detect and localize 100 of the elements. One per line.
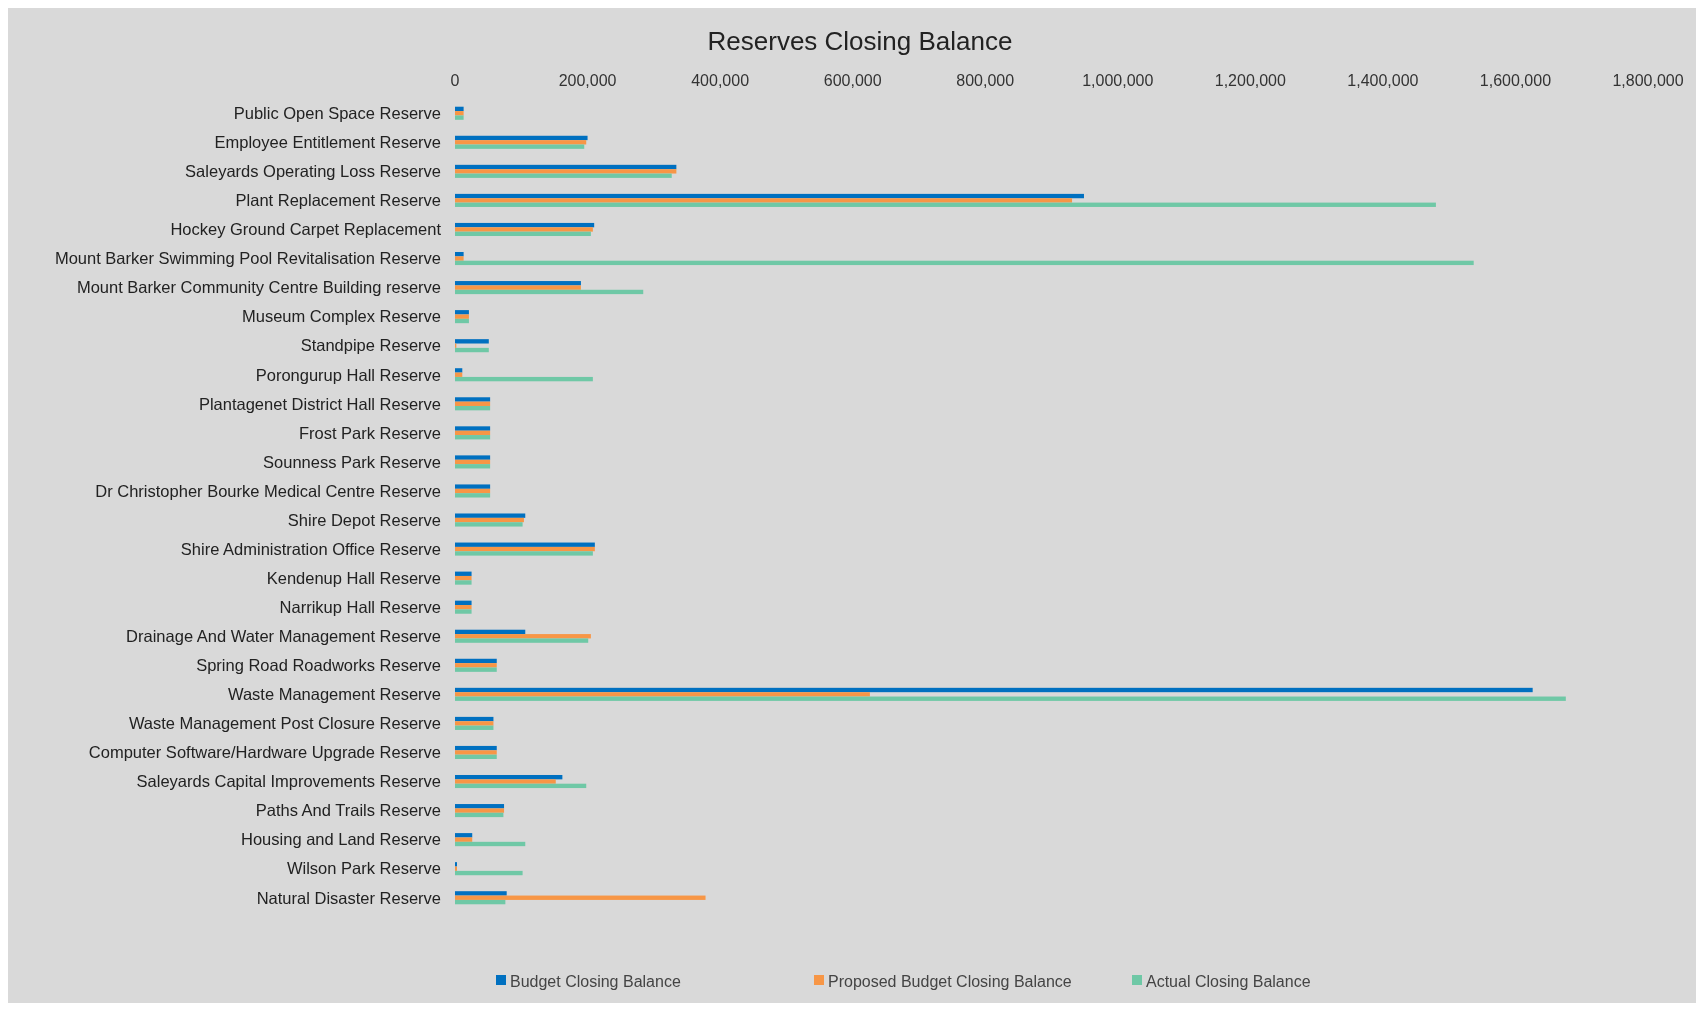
x-tick-label: 1,600,000 — [1479, 72, 1552, 89]
bar — [455, 812, 504, 818]
bar — [455, 376, 593, 382]
bar — [455, 430, 491, 436]
bar — [455, 833, 473, 838]
bar — [455, 841, 526, 847]
y-tick-label: Mount Barker Swimming Pool Revitalisation Reserve — [54, 249, 441, 268]
y-tick-label: Porongurup Hall Reserve — [255, 365, 441, 384]
bar — [455, 115, 464, 120]
bar — [455, 750, 497, 755]
x-tick-label: 1,200,000 — [1214, 72, 1287, 89]
legend-label: Proposed Budget Closing Balance — [828, 972, 1072, 990]
bar — [455, 314, 469, 319]
bar — [455, 609, 472, 614]
x-tick-label: 1,000,000 — [1082, 72, 1154, 89]
bar — [455, 808, 505, 813]
bar — [455, 716, 494, 722]
bar — [455, 517, 524, 523]
bar — [455, 580, 472, 585]
y-tick-label: Natural Disaster Reserve — [256, 888, 441, 907]
y-tick-label: Mount Barker Community Centre Building reserve — [76, 278, 441, 297]
bar — [455, 397, 491, 402]
bar — [455, 696, 1566, 701]
bar — [455, 551, 593, 556]
y-tick-label: Dr Christopher Bourke Medical Centre Reserve — [95, 481, 441, 500]
bar — [455, 745, 497, 751]
bar — [455, 629, 526, 635]
bar — [455, 140, 587, 145]
x-tick-label: 1,400,000 — [1347, 72, 1419, 89]
y-tick-label: Shire Depot Reserve — [287, 510, 441, 529]
bar — [455, 368, 463, 373]
bar — [455, 318, 469, 324]
bar — [455, 251, 464, 257]
bar — [455, 111, 464, 116]
bar — [455, 339, 489, 344]
bar — [455, 281, 581, 286]
bar — [455, 891, 507, 896]
bar — [455, 347, 489, 353]
y-tick-label: Shire Administration Office Reserve — [180, 539, 441, 558]
bar — [455, 692, 870, 697]
bar — [455, 260, 1474, 266]
y-tick-label: Drainage And Water Management Reserve — [126, 627, 441, 646]
bar — [455, 426, 491, 431]
y-tick-label: Plantagenet District Hall Reserve — [198, 394, 441, 413]
x-tick-label: 600,000 — [823, 72, 882, 89]
y-tick-label: Standpipe Reserve — [300, 336, 441, 355]
x-tick-label: 200,000 — [558, 72, 617, 89]
bar — [455, 663, 497, 668]
bar — [455, 144, 585, 149]
bar — [455, 687, 1533, 693]
bar — [455, 522, 523, 527]
bar — [455, 401, 491, 406]
bar — [455, 725, 494, 730]
x-tick-label: 800,000 — [956, 72, 1015, 89]
bar — [455, 870, 523, 876]
y-tick-label: Public Open Space Reserve — [233, 104, 441, 123]
bar — [455, 605, 472, 610]
bar — [455, 721, 494, 726]
y-tick-label: Saleyards Operating Loss Reserve — [185, 162, 441, 181]
bar — [455, 193, 1084, 199]
bar — [455, 164, 677, 170]
bar — [455, 546, 595, 552]
bar — [455, 289, 644, 295]
y-tick-label: Housing and Land Reserve — [241, 830, 441, 849]
x-tick-label: 400,000 — [691, 72, 750, 89]
bar — [455, 135, 588, 141]
bar — [455, 222, 595, 228]
bar — [455, 779, 556, 784]
y-tick-label: Waste Management Reserve — [227, 685, 441, 704]
y-tick-label: Hockey Ground Carpet Replacement — [170, 220, 442, 239]
bar — [455, 405, 491, 411]
bar — [455, 658, 497, 664]
bar — [455, 634, 591, 639]
bar — [455, 774, 563, 780]
legend-label: Budget Closing Balance — [510, 972, 681, 990]
bar — [455, 231, 591, 237]
bar — [455, 285, 581, 290]
y-tick-label: Frost Park Reserve — [298, 423, 441, 442]
x-tick-label: 1,800,000 — [1612, 72, 1684, 89]
y-tick-label: Saleyards Capital Improvements Reserve — [136, 772, 441, 791]
bar — [455, 899, 506, 905]
bar — [455, 464, 491, 469]
y-tick-label: Spring Road Roadworks Reserve — [196, 656, 441, 675]
bar — [455, 484, 491, 489]
y-tick-label: Narrikup Hall Reserve — [279, 597, 441, 616]
bar — [455, 571, 472, 576]
legend-label: Actual Closing Balance — [1146, 972, 1311, 990]
bar — [455, 256, 464, 261]
y-tick-label: Museum Complex Reserve — [242, 307, 441, 326]
bar — [455, 804, 505, 809]
chart-title: Reserves Closing Balance — [707, 26, 1013, 56]
bar — [455, 173, 672, 178]
bar — [455, 459, 491, 465]
bar — [455, 169, 677, 174]
bar — [455, 754, 497, 760]
y-tick-label: Kendenup Hall Reserve — [266, 568, 441, 587]
bar — [455, 202, 1436, 207]
bar — [455, 638, 589, 643]
bar — [455, 488, 491, 494]
bar — [455, 310, 469, 315]
